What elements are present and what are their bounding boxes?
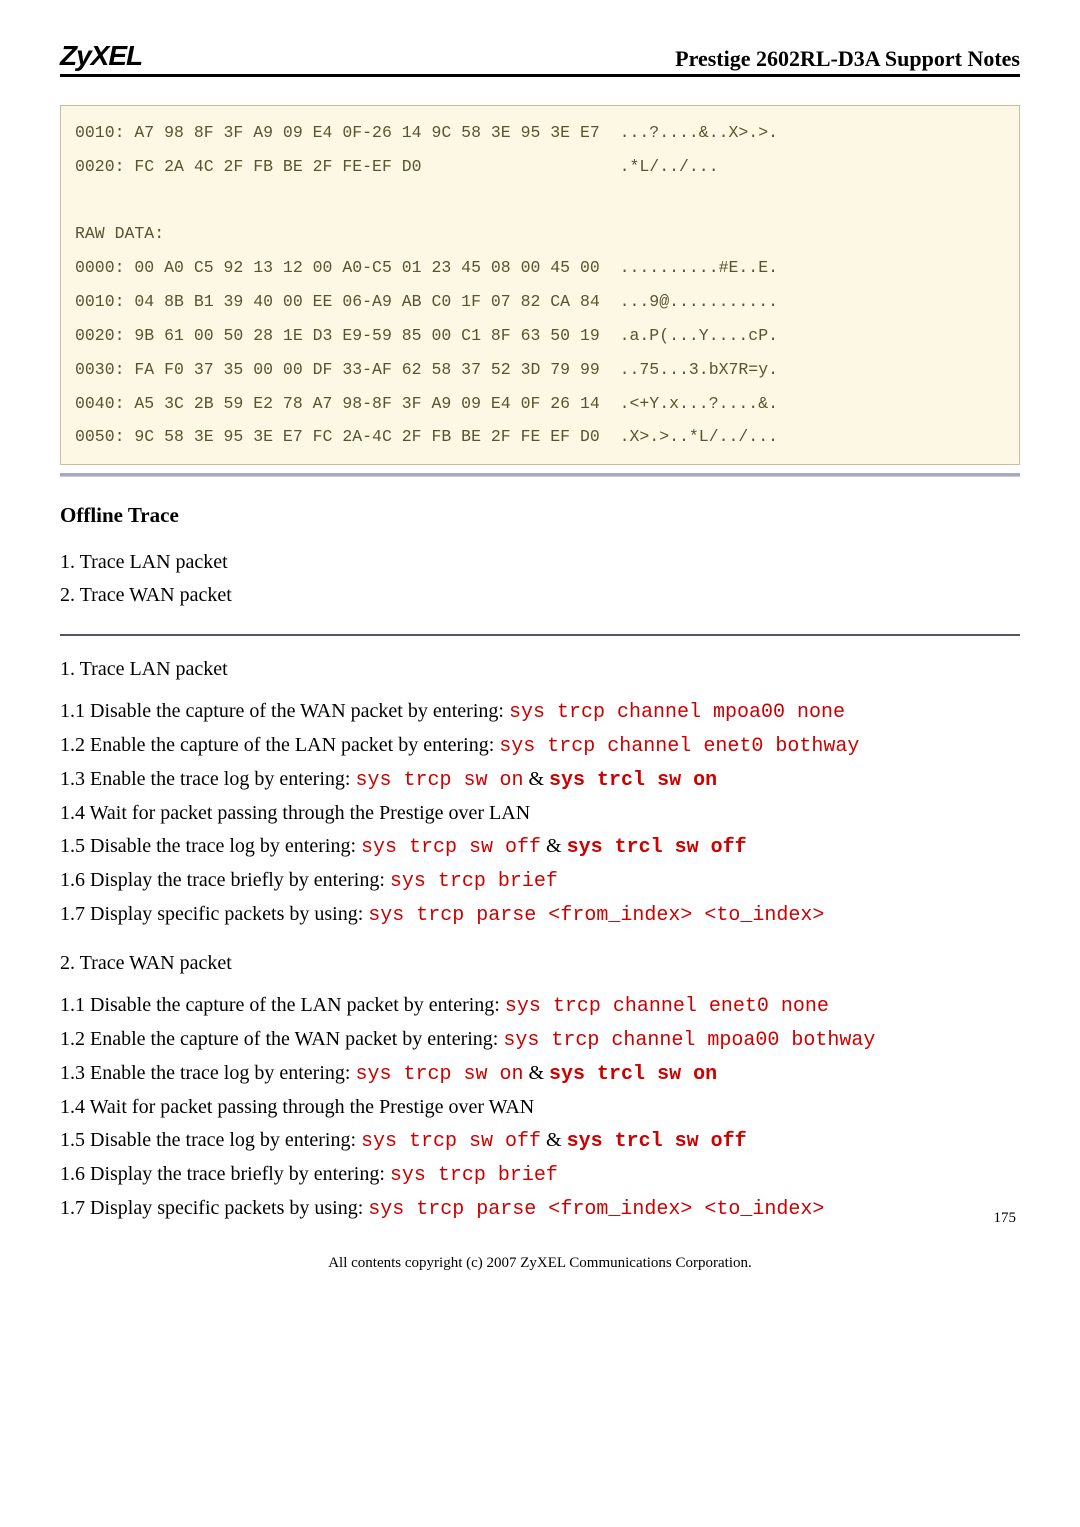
offline-trace-item: 2. Trace WAN packet (60, 579, 1020, 612)
wan-step: 1.2 Enable the capture of the WAN packet… (60, 1023, 1020, 1057)
step-text: 1.4 Wait for packet passing through the … (60, 1096, 534, 1118)
command-text: sys trcp sw off (361, 1130, 541, 1153)
command-text: sys trcp sw off (361, 836, 541, 859)
divider-heavy (60, 473, 1020, 477)
step-mid-text: & (541, 835, 567, 857)
offline-trace-item: 1. Trace LAN packet (60, 546, 1020, 579)
step-mid-text: & (523, 1062, 549, 1084)
command-text-bold: sys trcl sw off (567, 1130, 747, 1153)
wan-step: 1.1 Disable the capture of the LAN packe… (60, 989, 1020, 1023)
lan-step: 1.4 Wait for packet passing through the … (60, 797, 1020, 830)
step-text: 1.7 Display specific packets by using: (60, 1197, 368, 1219)
lan-section-heading: 1. Trace LAN packet (60, 658, 1020, 681)
command-text: sys trcp channel mpoa00 bothway (503, 1029, 875, 1052)
command-text-bold: sys trcl sw on (549, 1063, 717, 1086)
command-text: sys trcp parse <from_index> <to_index> (368, 904, 824, 927)
command-text: sys trcp channel mpoa00 none (509, 701, 845, 724)
lan-step: 1.5 Disable the trace log by entering: s… (60, 830, 1020, 864)
step-text: 1.1 Disable the capture of the LAN packe… (60, 994, 505, 1016)
lan-step: 1.3 Enable the trace log by entering: sy… (60, 763, 1020, 797)
logo-text: ZyXEL (60, 40, 142, 72)
command-text: sys trcp channel enet0 bothway (499, 735, 859, 758)
step-text: 1.6 Display the trace briefly by enterin… (60, 1163, 390, 1185)
step-text: 1.5 Disable the trace log by entering: (60, 1129, 361, 1151)
step-text: 1.2 Enable the capture of the WAN packet… (60, 1028, 503, 1050)
divider (60, 634, 1020, 636)
command-text: sys trcp brief (390, 870, 558, 893)
footer-copyright: All contents copyright (c) 2007 ZyXEL Co… (60, 1255, 1020, 1272)
command-text: sys trcp parse <from_index> <to_index> (368, 1198, 824, 1221)
wan-step: 1.4 Wait for packet passing through the … (60, 1091, 1020, 1124)
step-text: 1.1 Disable the capture of the WAN packe… (60, 700, 509, 722)
command-text-bold: sys trcl sw off (567, 836, 747, 859)
wan-section-heading: 2. Trace WAN packet (60, 952, 1020, 975)
header-title: Prestige 2602RL-D3A Support Notes (675, 46, 1020, 72)
step-text: 1.5 Disable the trace log by entering: (60, 835, 361, 857)
command-text: sys trcp sw on (355, 1063, 523, 1086)
lan-step: 1.1 Disable the capture of the WAN packe… (60, 695, 1020, 729)
wan-step: 1.3 Enable the trace log by entering: sy… (60, 1057, 1020, 1091)
command-text: sys trcp sw on (355, 769, 523, 792)
page-header: ZyXEL Prestige 2602RL-D3A Support Notes (60, 40, 1020, 77)
step-mid-text: & (541, 1129, 567, 1151)
step-text: 1.3 Enable the trace log by entering: (60, 768, 355, 790)
step-text: 1.7 Display specific packets by using: (60, 903, 368, 925)
step-text: 1.6 Display the trace briefly by enterin… (60, 869, 390, 891)
command-text: sys trcp channel enet0 none (505, 995, 829, 1018)
wan-step: 1.5 Disable the trace log by entering: s… (60, 1124, 1020, 1158)
offline-trace-heading: Offline Trace (60, 503, 1020, 528)
step-text: 1.3 Enable the trace log by entering: (60, 1062, 355, 1084)
hex-dump-block: 0010: A7 98 8F 3F A9 09 E4 0F-26 14 9C 5… (60, 105, 1020, 465)
command-text-bold: sys trcl sw on (549, 769, 717, 792)
command-text: sys trcp brief (390, 1164, 558, 1187)
step-text: 1.4 Wait for packet passing through the … (60, 802, 530, 824)
step-text: 1.2 Enable the capture of the LAN packet… (60, 734, 499, 756)
lan-step: 1.7 Display specific packets by using: s… (60, 898, 1020, 932)
lan-step: 1.2 Enable the capture of the LAN packet… (60, 729, 1020, 763)
lan-step: 1.6 Display the trace briefly by enterin… (60, 864, 1020, 898)
step-mid-text: & (523, 768, 549, 790)
wan-step: 1.6 Display the trace briefly by enterin… (60, 1158, 1020, 1192)
